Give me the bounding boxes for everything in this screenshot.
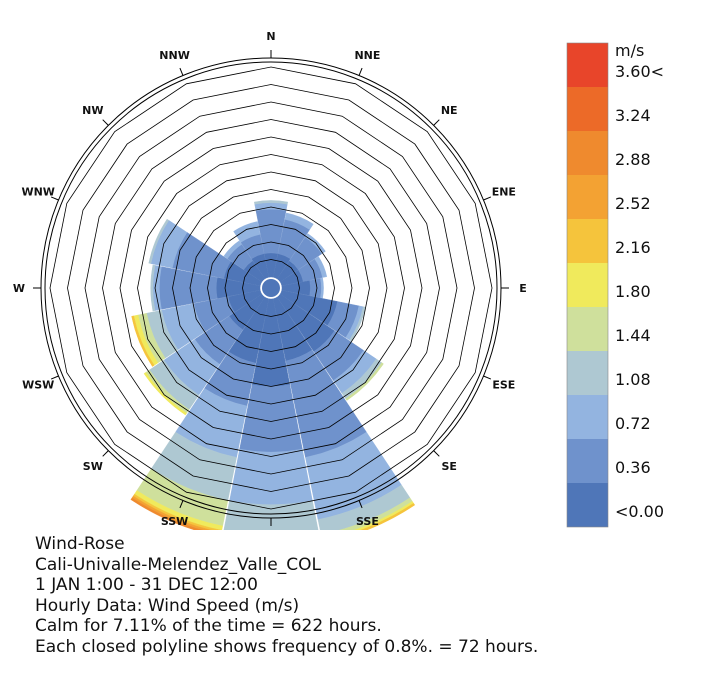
direction-tick-sw xyxy=(102,450,109,457)
direction-label-nnw: NNW xyxy=(159,49,190,62)
legend-swatch-6 xyxy=(567,219,608,263)
petal-ene-bin-2 xyxy=(314,256,328,278)
direction-label-ese: ESE xyxy=(492,378,515,391)
legend-swatch-5 xyxy=(567,263,608,307)
legend-swatch-3 xyxy=(567,351,608,395)
wind-rose-chart: NNNENEENEEESESESSESSSWSWWSWWWNWNWNNW <0.… xyxy=(13,30,664,530)
caption-station: Cali-Univalle-Melendez_Valle_COL xyxy=(35,554,321,575)
frequency-ring-1 xyxy=(242,259,300,317)
direction-tick-wnw xyxy=(50,196,59,201)
direction-tick-nnw xyxy=(179,67,184,76)
caption-calm: Calm for 7.11% of the time = 622 hours. xyxy=(35,616,382,636)
legend-label-10: 3.60< xyxy=(615,62,664,81)
direction-label-ne: NE xyxy=(441,104,458,117)
direction-label-nw: NW xyxy=(82,104,103,117)
petal-s-bin-3 xyxy=(223,500,319,530)
petal-nw-bin-2 xyxy=(223,240,242,259)
frequency-ring-8 xyxy=(119,136,423,440)
petal-e-bin-2 xyxy=(320,277,324,299)
frequency-ring-5 xyxy=(172,189,370,387)
calm-circle xyxy=(262,279,280,297)
petal-wnw-bin-3 xyxy=(148,218,170,264)
legend-swatch-2 xyxy=(567,395,608,439)
legend-label-7: 2.52 xyxy=(615,194,651,213)
petal-ssw-bin-8 xyxy=(130,497,204,530)
frequency-ring-6 xyxy=(154,171,388,405)
petal-wsw-bin-6 xyxy=(131,315,155,367)
petal-n-bin-3 xyxy=(254,200,288,205)
direction-label-w: W xyxy=(13,282,25,295)
frequency-ring-3 xyxy=(207,224,335,352)
direction-label-se: SE xyxy=(441,460,456,473)
direction-tick-wsw xyxy=(50,375,59,380)
direction-labels: NNNENEENEEESESESSESSSWSWWSWWWNWNWNNW xyxy=(13,30,527,528)
frequency-ring-10 xyxy=(84,101,458,475)
frequency-ring-7 xyxy=(137,154,405,422)
petal-sse-bin-6 xyxy=(360,502,416,530)
direction-tick-ene xyxy=(483,196,492,201)
legend-swatch-4 xyxy=(567,307,608,351)
outer-circle-inner xyxy=(44,61,498,515)
legend-label-2: 0.72 xyxy=(615,414,651,433)
petal-sw-bin-5 xyxy=(143,372,187,416)
direction-label-nne: NNE xyxy=(354,49,380,62)
chart-caption: Wind-Rose Cali-Univalle-Melendez_Valle_C… xyxy=(35,534,695,657)
petal-nnw-bin-2 xyxy=(233,221,261,243)
direction-label-sw: SW xyxy=(83,460,103,473)
petal-w-bin-3 xyxy=(150,264,156,312)
legend-swatch-10 xyxy=(567,43,608,87)
legend-label-8: 2.88 xyxy=(615,150,651,169)
legend-swatch-0 xyxy=(567,483,608,527)
legend-label-1: 0.36 xyxy=(615,458,651,477)
legend-label-6: 2.16 xyxy=(615,238,651,257)
frequency-ring-4 xyxy=(189,206,353,370)
direction-tick-nne xyxy=(358,67,363,76)
direction-tick-nw xyxy=(102,119,109,126)
direction-label-ene: ENE xyxy=(492,186,516,199)
legend-label-9: 3.24 xyxy=(615,106,651,125)
direction-tick-ese xyxy=(483,375,492,380)
wind-rose-petals xyxy=(130,200,416,530)
direction-label-wsw: WSW xyxy=(22,378,54,391)
frequency-ring-9 xyxy=(102,119,440,457)
speed-legend: <0.00 0.36 0.72 1.08 1.44 1.80 2.16 2.52 2.88 3.2… xyxy=(566,41,664,528)
caption-title: Wind-Rose xyxy=(35,534,125,554)
direction-label-wnw: WNW xyxy=(21,186,54,199)
legend-swatch-8 xyxy=(567,131,608,175)
legend-label-0: <0.00 xyxy=(615,502,664,521)
frequency-rings xyxy=(33,50,509,526)
legend-label-4: 1.44 xyxy=(615,326,651,345)
legend-swatch-7 xyxy=(567,175,608,219)
direction-label-e: E xyxy=(519,282,527,295)
direction-tick-ssw xyxy=(179,500,184,509)
legend-swatch-1 xyxy=(567,439,608,483)
direction-tick-se xyxy=(433,450,440,457)
legend-label-3: 1.08 xyxy=(615,370,651,389)
legend-unit: m/s xyxy=(615,41,644,60)
caption-period: 1 JAN 1:00 - 31 DEC 12:00 xyxy=(35,575,258,595)
caption-data-type: Hourly Data: Wind Speed (m/s) xyxy=(35,595,300,616)
legend-swatch-9 xyxy=(567,87,608,131)
legend-frame xyxy=(566,42,609,528)
direction-label-n: N xyxy=(266,30,275,43)
petal-ne-bin-2 xyxy=(304,233,326,255)
legend-label-5: 1.80 xyxy=(615,282,651,301)
frequency-ring-12 xyxy=(49,66,493,510)
direction-label-ssw: SSW xyxy=(161,515,188,528)
frequency-ring-2 xyxy=(224,241,318,335)
frequency-ring-11 xyxy=(67,84,475,492)
caption-ring-note: Each closed polyline shows frequency of … xyxy=(35,636,539,657)
petal-s-bin-2 xyxy=(229,448,313,505)
direction-tick-ne xyxy=(433,119,440,126)
direction-label-sse: SSE xyxy=(356,515,379,528)
petal-nne-bin-2 xyxy=(284,212,314,230)
direction-tick-sse xyxy=(358,500,363,509)
petal-se-bin-4 xyxy=(345,362,384,401)
